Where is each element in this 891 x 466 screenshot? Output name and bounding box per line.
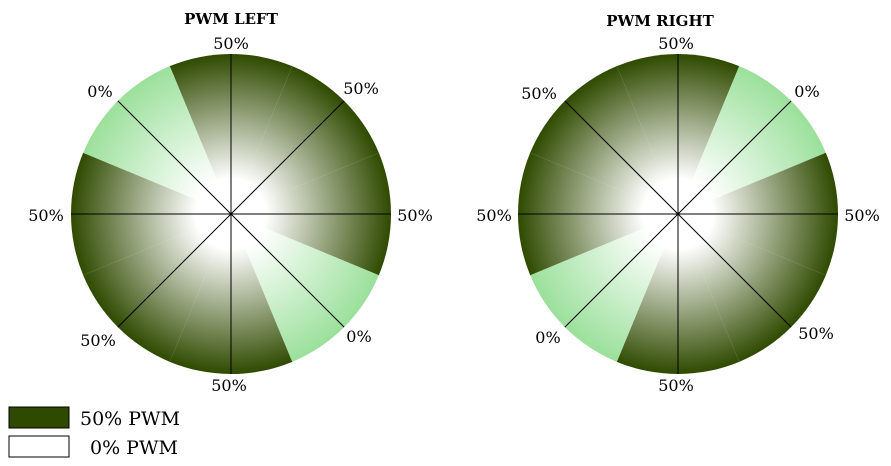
pwm-right-label-right: 50% [844, 206, 880, 225]
left-spoke-5 [117, 213, 232, 328]
pwm-left-label-top-right: 50% [343, 79, 379, 98]
legend-dark-label: 50% PWM [80, 408, 180, 430]
pwm-right-label-top: 50% [658, 34, 694, 53]
pwm-left-label-right: 50% [397, 206, 433, 225]
pwm-left-label-bottom-right: 0% [346, 327, 371, 346]
left-spoke-7 [117, 100, 232, 215]
pwm-right-label-bottom: 50% [658, 376, 694, 395]
pwm-left-label-left: 50% [28, 206, 64, 225]
pwm-right-label-left: 50% [476, 206, 512, 225]
pwm-right-label-top-right: 0% [794, 82, 819, 101]
pwm-left-spokes [71, 54, 391, 374]
right-spoke-5 [564, 213, 679, 328]
pwm-left-title: PWM LEFT [184, 10, 279, 28]
pwm-right-label-bottom-right: 50% [798, 324, 834, 343]
legend-dark-swatch [8, 406, 70, 429]
pwm-right-title: PWM RIGHT [606, 12, 714, 30]
pwm-left-label-bottom-left: 50% [80, 331, 116, 350]
pwm-right-spokes [518, 54, 838, 374]
pwm-right-diagram: PWM RIGHT 50% 0% 50% 50% 50% 0% 50% 50% [476, 12, 880, 395]
right-spoke-1 [677, 100, 792, 215]
right-spoke-7 [564, 100, 679, 215]
pwm-left-label-bottom: 50% [211, 376, 247, 395]
pwm-right-label-bottom-left: 0% [535, 328, 560, 347]
legend-light-swatch [8, 435, 70, 458]
left-spoke-3 [230, 213, 345, 328]
legend-light-label: 0% PWM [90, 437, 178, 459]
right-spoke-3 [677, 213, 792, 328]
pwm-left-diagram: PWM LEFT 50% 50% 50% 0% 50% 50% 50% 0% [28, 10, 433, 395]
left-spoke-1 [230, 100, 345, 215]
pwm-left-label-top-left: 0% [87, 82, 112, 101]
pwm-left-label-top: 50% [213, 34, 249, 53]
pwm-right-label-top-left: 50% [521, 84, 557, 103]
legend: 50% PWM 0% PWM [8, 406, 180, 459]
